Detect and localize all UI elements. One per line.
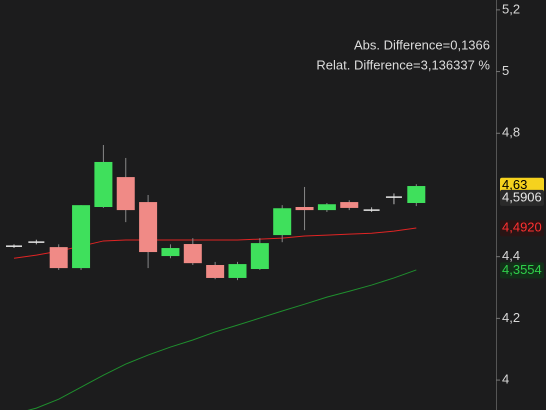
y-tick-label: 4: [502, 372, 509, 387]
price-tag: [500, 262, 544, 279]
annotation: Abs. Difference=0,1366: [354, 37, 490, 52]
annotation: Relat. Difference=3,136337 %: [316, 57, 490, 72]
price-tag-label: 4,3554: [502, 262, 542, 277]
price-tag-label: 4,4920: [502, 220, 542, 235]
y-tick-label: 4,8: [502, 125, 520, 140]
candle-body: [273, 208, 292, 236]
candle-body: [49, 247, 68, 269]
candle-body: [295, 207, 314, 211]
price-tag-label: 4,5906: [502, 189, 542, 204]
candle-body: [206, 265, 225, 278]
candle-body: [139, 202, 158, 253]
candle-body: [161, 248, 180, 257]
moving-average: [27, 269, 417, 410]
plot-area: [6, 144, 426, 410]
candle-body: [317, 204, 336, 211]
price-tag: [500, 220, 544, 237]
candle-body: [183, 244, 202, 264]
candle-body: [340, 202, 359, 208]
price-tag-label: 4,63: [502, 177, 527, 192]
y-tick-label: 4,2: [502, 310, 520, 325]
candle-body: [250, 243, 269, 270]
candle-body: [116, 177, 135, 211]
price-tag: [500, 189, 544, 206]
price-tag: [500, 177, 544, 194]
candle-body: [407, 186, 426, 203]
candle-body: [94, 161, 113, 208]
y-tick-label: 5,2: [502, 1, 520, 16]
y-tick-label: 5: [502, 63, 509, 78]
y-tick-label: 4,4: [502, 248, 520, 263]
candle-body: [228, 264, 247, 278]
candle-body: [72, 205, 91, 269]
